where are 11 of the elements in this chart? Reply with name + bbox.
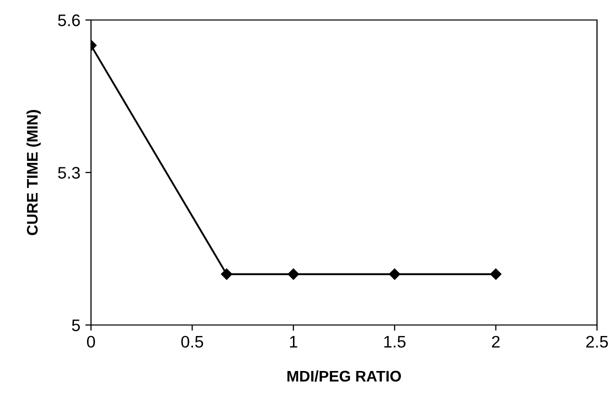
- x-tick-label: 0.5: [181, 336, 204, 348]
- x-axis-title: MDI/PEG RATIO: [287, 370, 401, 382]
- x-tick-label: 2.5: [586, 336, 608, 348]
- y-axis-title: CURE TIME (MIN): [26, 110, 41, 236]
- x-tick-label: 1.5: [384, 336, 406, 348]
- x-tick-label: 2: [492, 336, 500, 348]
- y-tick-label: 5: [72, 320, 80, 332]
- y-tick-label: 5.6: [58, 14, 80, 26]
- x-tick-label: 1: [290, 336, 298, 348]
- y-tick-label: 5.3: [58, 166, 80, 179]
- x-tick-label: 0: [87, 336, 95, 348]
